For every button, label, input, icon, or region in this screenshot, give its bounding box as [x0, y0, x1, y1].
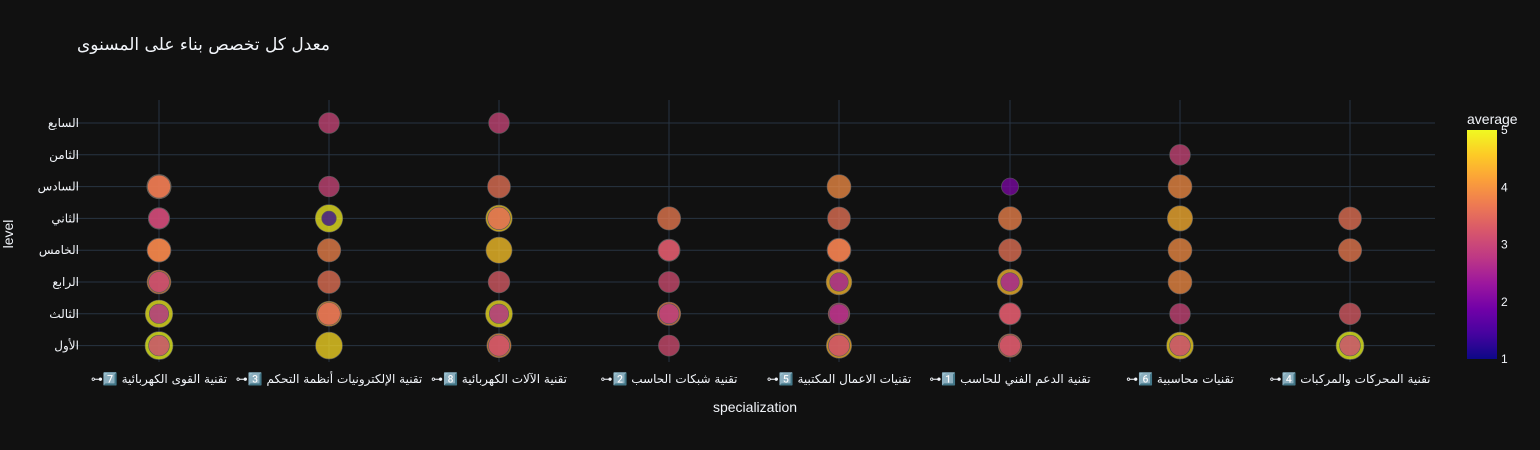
data-point	[318, 112, 340, 134]
data-point	[148, 271, 170, 293]
data-point	[827, 206, 851, 231]
data-point	[316, 238, 342, 263]
colorbar-ticks: 1 2 3 4 5	[1501, 123, 1508, 366]
data-point	[488, 334, 510, 357]
colorbar-tick-label: 2	[1501, 295, 1508, 309]
y-tick-label: الثاني	[51, 211, 79, 225]
data-point	[317, 302, 341, 326]
data-point	[1338, 238, 1363, 263]
y-tick-label: الرابع	[52, 275, 79, 290]
data-point	[1167, 205, 1194, 232]
data-point	[146, 238, 172, 263]
data-point	[997, 206, 1023, 231]
colorbar-gradient	[1467, 130, 1497, 359]
data-point	[488, 112, 510, 134]
data-point	[321, 210, 337, 226]
y-tick-label: السابع	[48, 116, 79, 130]
data-point	[998, 302, 1022, 325]
data-point	[1169, 334, 1191, 357]
data-point	[1169, 303, 1191, 325]
colorbar-title: average	[1467, 111, 1518, 127]
x-tick-label: ⊶6️⃣ تقنيات محاسبية	[1126, 372, 1234, 386]
data-point	[826, 174, 852, 199]
x-tick-label: ⊶2️⃣ تقنية شبكات الحاسب	[601, 372, 738, 386]
data-point	[656, 206, 681, 231]
data-point	[1001, 177, 1019, 196]
data-point	[1169, 144, 1191, 166]
x-tick-label: ⊶4️⃣ تقنية المحركات والمركبات	[1269, 372, 1430, 387]
x-tick-labels: ⊶7️⃣ تقنية القوى الكهربائية ⊶3️⃣ تقنية ال…	[91, 371, 1431, 387]
y-tick-label: الخامس	[39, 243, 79, 258]
x-axis-title: specialization	[713, 399, 797, 415]
data-point	[315, 331, 343, 360]
x-tick-label: ⊶7️⃣ تقنية القوى الكهربائية	[91, 372, 227, 387]
data-point	[658, 334, 680, 357]
data-point	[999, 334, 1021, 357]
data-point	[317, 270, 341, 294]
data-point	[147, 174, 171, 199]
data-point	[657, 239, 681, 262]
x-tick-label: ⊶3️⃣ تقنية الإلكترونيات أنظمة التحكم	[236, 371, 423, 387]
colorbar: average 1 2 3 4 5	[1467, 111, 1518, 366]
data-point	[828, 334, 850, 357]
colorbar-tick-label: 1	[1501, 352, 1508, 366]
data-point	[487, 206, 511, 230]
data-point	[488, 303, 509, 324]
data-point	[487, 270, 511, 294]
y-tick-label: السادس	[38, 180, 79, 195]
data-point	[998, 238, 1022, 262]
x-tick-label: ⊶8️⃣ تقنية الآلات الكهربائية	[431, 372, 567, 387]
data-point	[1338, 206, 1362, 231]
data-point	[148, 334, 170, 357]
data-point	[826, 238, 851, 263]
colorbar-tick-label: 4	[1501, 180, 1508, 194]
data-point	[487, 174, 511, 199]
colorbar-tick-label: 3	[1501, 238, 1508, 252]
y-tick-label: الأول	[54, 338, 79, 354]
data-point	[658, 303, 680, 325]
data-point	[318, 175, 340, 198]
y-axis-title: level	[0, 220, 16, 249]
data-point	[1167, 237, 1193, 263]
chart-title: معدل كل تخصص بناء على المسنوى	[77, 35, 330, 55]
data-point	[1339, 334, 1361, 357]
data-point	[148, 207, 170, 230]
data-point	[485, 236, 513, 264]
data-point	[149, 303, 170, 324]
data-points	[144, 112, 1365, 360]
x-tick-label: ⊶5️⃣ تقنيات الاعمال المكتبية	[767, 372, 912, 386]
data-point	[1167, 174, 1193, 199]
data-point	[829, 272, 849, 292]
data-point	[658, 271, 680, 293]
y-tick-label: الثامن	[49, 148, 79, 163]
y-tick-labels: الأول الثالث الرابع الخامس الثاني السادس الثام…	[38, 116, 79, 354]
data-point	[1338, 302, 1362, 325]
data-point	[828, 303, 849, 324]
data-point	[1000, 272, 1020, 292]
grid	[75, 100, 1435, 362]
x-tick-label: ⊶1️⃣ تقنية الدعم الفني للحاسب	[929, 372, 1090, 386]
y-tick-label: الثالث	[49, 307, 79, 321]
colorbar-tick-label: 5	[1501, 123, 1508, 137]
data-point	[1167, 269, 1193, 295]
